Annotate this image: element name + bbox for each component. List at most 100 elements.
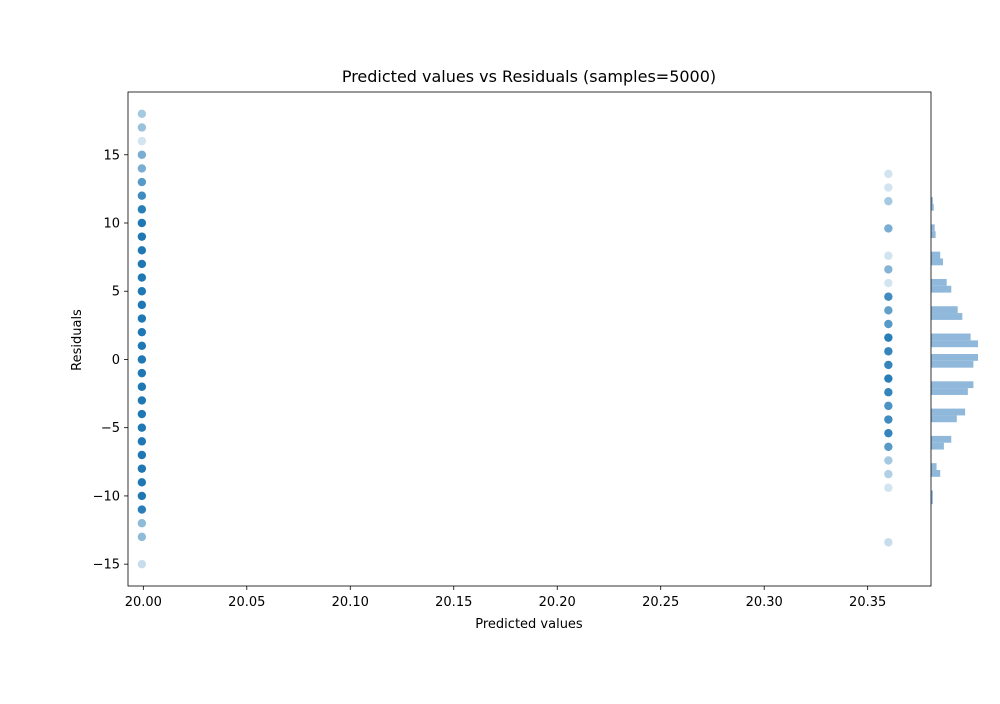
scatter-point — [884, 347, 892, 355]
scatter-point — [138, 123, 146, 131]
x-tick-label: 20.30 — [746, 595, 783, 610]
scatter-point — [884, 484, 892, 492]
scatter-point — [884, 402, 892, 410]
scatter-point — [138, 314, 146, 322]
histogram-bar — [931, 415, 957, 422]
scatter-point — [138, 137, 146, 145]
histogram-bar — [931, 252, 940, 259]
scatter-point — [884, 333, 892, 341]
histogram-bar — [931, 340, 978, 347]
scatter-point — [138, 533, 146, 541]
histogram-bar — [931, 354, 978, 361]
scatter-point — [138, 178, 146, 186]
x-tick-label: 20.35 — [849, 595, 886, 610]
scatter-point — [884, 388, 892, 396]
residual-histogram — [931, 197, 978, 504]
scatter-point — [138, 369, 146, 377]
scatter-point — [884, 470, 892, 478]
scatter-point — [138, 232, 146, 240]
scatter-point — [884, 170, 892, 178]
y-tick-label: 0 — [112, 353, 120, 368]
histogram-bar — [931, 470, 940, 477]
scatter-point — [138, 478, 146, 486]
scatter-point — [138, 560, 146, 568]
scatter-point — [138, 219, 146, 227]
histogram-bar — [931, 361, 973, 368]
histogram-bar — [931, 409, 965, 416]
histogram-bar — [931, 388, 968, 395]
scatter-point — [884, 197, 892, 205]
histogram-bar — [931, 279, 947, 286]
scatter-point — [138, 192, 146, 200]
y-tick-label: −10 — [93, 489, 120, 504]
histogram-bar — [931, 258, 943, 265]
plot-area-frame — [128, 92, 931, 586]
scatter-point — [138, 424, 146, 432]
x-tick-label: 20.05 — [228, 595, 265, 610]
histogram-bar — [931, 436, 951, 443]
scatter-point — [138, 505, 146, 513]
scatter-point — [884, 361, 892, 369]
scatter-point — [138, 246, 146, 254]
y-tick-label: 15 — [103, 148, 120, 163]
scatter-point — [884, 443, 892, 451]
scatter-point — [884, 415, 892, 423]
scatter-point — [138, 301, 146, 309]
scatter-point — [138, 519, 146, 527]
x-tick-label: 20.25 — [642, 595, 679, 610]
scatter-point — [884, 224, 892, 232]
scatter-point — [138, 273, 146, 281]
scatter-point — [884, 292, 892, 300]
scatter-point — [884, 252, 892, 260]
y-tick-label: 5 — [112, 285, 120, 300]
scatter-point — [138, 164, 146, 172]
y-tick-label: −15 — [93, 558, 120, 573]
scatter-point — [884, 374, 892, 382]
y-tick-label: 10 — [103, 217, 120, 232]
scatter-point — [138, 110, 146, 118]
y-tick-label: −5 — [101, 421, 120, 436]
x-tick-label: 20.00 — [125, 595, 162, 610]
histogram-bar — [931, 463, 937, 470]
histogram-bar — [931, 286, 951, 293]
scatter-point — [138, 151, 146, 159]
scatter-point — [138, 451, 146, 459]
x-axis-label: Predicted values — [475, 617, 583, 632]
x-tick-label: 20.20 — [539, 595, 576, 610]
scatter-point — [138, 342, 146, 350]
scatter-point — [884, 429, 892, 437]
scatter-point — [138, 410, 146, 418]
scatter-point — [138, 464, 146, 472]
scatter-point — [138, 492, 146, 500]
x-tick-label: 20.15 — [435, 595, 472, 610]
histogram-bar — [931, 313, 962, 320]
histogram-bar — [931, 224, 935, 231]
scatter-point — [138, 355, 146, 363]
scatter-points — [138, 110, 893, 569]
histogram-bar — [931, 381, 973, 388]
histogram-bar — [931, 443, 944, 450]
scatter-point — [884, 456, 892, 464]
scatter-point — [138, 383, 146, 391]
chart-title: Predicted values vs Residuals (samples=5… — [342, 67, 716, 86]
y-axis-ticks: −15 −10 −5 0 5 10 15 — [93, 148, 128, 572]
scatter-point — [138, 328, 146, 336]
scatter-point — [884, 320, 892, 328]
scatter-point — [138, 260, 146, 268]
x-axis-ticks: 20.00 20.05 20.10 20.15 20.20 20.25 20.30 20.35 — [125, 586, 887, 610]
scatter-point — [884, 538, 892, 546]
scatter-point — [138, 396, 146, 404]
scatter-point — [884, 265, 892, 273]
histogram-bar — [931, 204, 934, 211]
scatter-point — [884, 279, 892, 287]
scatter-point — [884, 183, 892, 191]
histogram-bar — [931, 231, 936, 238]
scatter-point — [138, 205, 146, 213]
scatter-point — [138, 437, 146, 445]
histogram-bar — [931, 334, 971, 341]
histogram-bar — [931, 306, 958, 313]
y-axis-label: Residuals — [70, 309, 85, 371]
scatter-point — [138, 287, 146, 295]
